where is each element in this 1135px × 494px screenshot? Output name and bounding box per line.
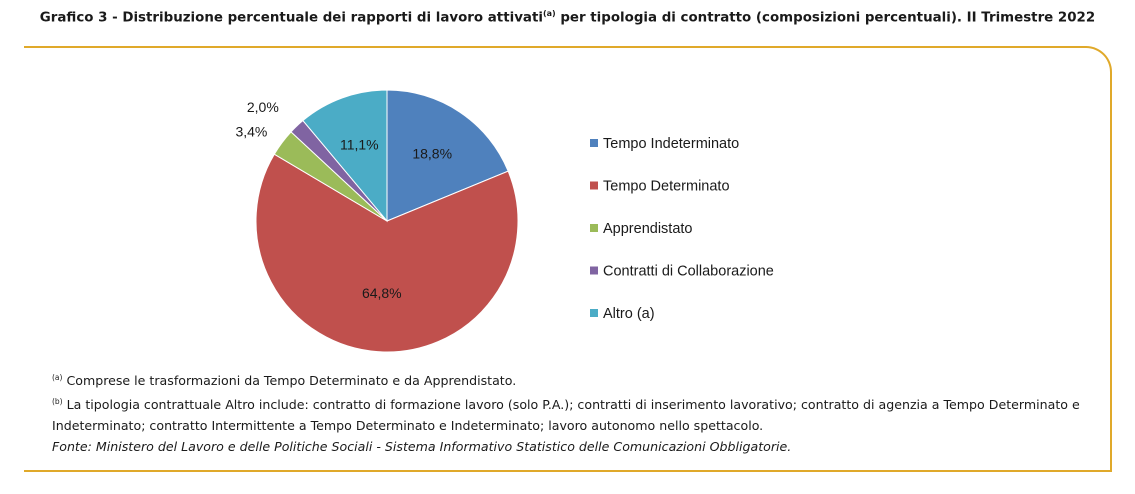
footnote-b: (b) La tipologia contrattuale Altro incl… — [52, 391, 1102, 436]
pie-slice-altro — [302, 89, 388, 223]
footnotes: (a) Comprese le trasformazioni da Tempo … — [52, 367, 1102, 457]
footnote-b-text: La tipologia contrattuale Altro include:… — [52, 397, 1080, 434]
chart-title: Grafico 3 - Distribuzione percentuale de… — [0, 9, 1135, 25]
legend-label-contratti-di-collaborazione: Contratti di Collaborazione — [603, 264, 774, 280]
legend-swatch-tempo-determinato — [590, 181, 598, 190]
pie-slice-tempo-determinato — [255, 153, 519, 353]
pie-value-labels: 18,8% 64,8% 3,4% 2,0% 11,1% — [235, 99, 452, 301]
slice-label-tempo-indeterminato: 18,8% — [412, 146, 452, 162]
source-note: Fonte: Ministero del Lavoro e delle Poli… — [52, 439, 792, 455]
title-suffix: per tipologia di contratto (composizioni… — [555, 10, 1096, 26]
legend-label-altro: Altro (a) — [603, 306, 655, 322]
chart-frame — [24, 46, 1112, 472]
legend-swatch-contratti-di-collaborazione — [590, 266, 598, 275]
pie-slices — [255, 89, 519, 353]
title-prefix: Grafico 3 - Distribuzione percentuale de… — [39, 10, 543, 26]
legend-label-apprendistato: Apprendistato — [603, 221, 692, 237]
legend-label-tempo-determinato: Tempo Determinato — [603, 179, 730, 195]
footnote-a-text: Comprese le trasformazioni da Tempo Dete… — [62, 373, 517, 389]
legend-label-tempo-indeterminato: Tempo Indeterminato — [603, 136, 739, 152]
footnote-b-mark: (b) — [52, 397, 63, 407]
title-footnote-mark: (a) — [542, 9, 556, 18]
chart-legend: Tempo Indeterminato Tempo Determinato Appr… — [590, 136, 774, 322]
pie-slice-tempo-indeterminato — [386, 89, 509, 222]
slice-label-tempo-determinato: 64,8% — [362, 285, 402, 301]
slice-label-contratti-di-collaborazione: 2,0% — [247, 99, 279, 115]
legend-swatch-altro — [590, 309, 598, 317]
slice-label-altro: 11,1% — [340, 137, 379, 153]
footnote-a-mark: (a) — [52, 373, 63, 382]
footnote-a: (a) Comprese le trasformazioni da Tempo … — [52, 367, 1102, 391]
legend-swatch-apprendistato — [590, 224, 598, 232]
legend-swatch-tempo-indeterminato — [590, 139, 598, 147]
slice-label-apprendistato: 3,4% — [235, 124, 267, 140]
